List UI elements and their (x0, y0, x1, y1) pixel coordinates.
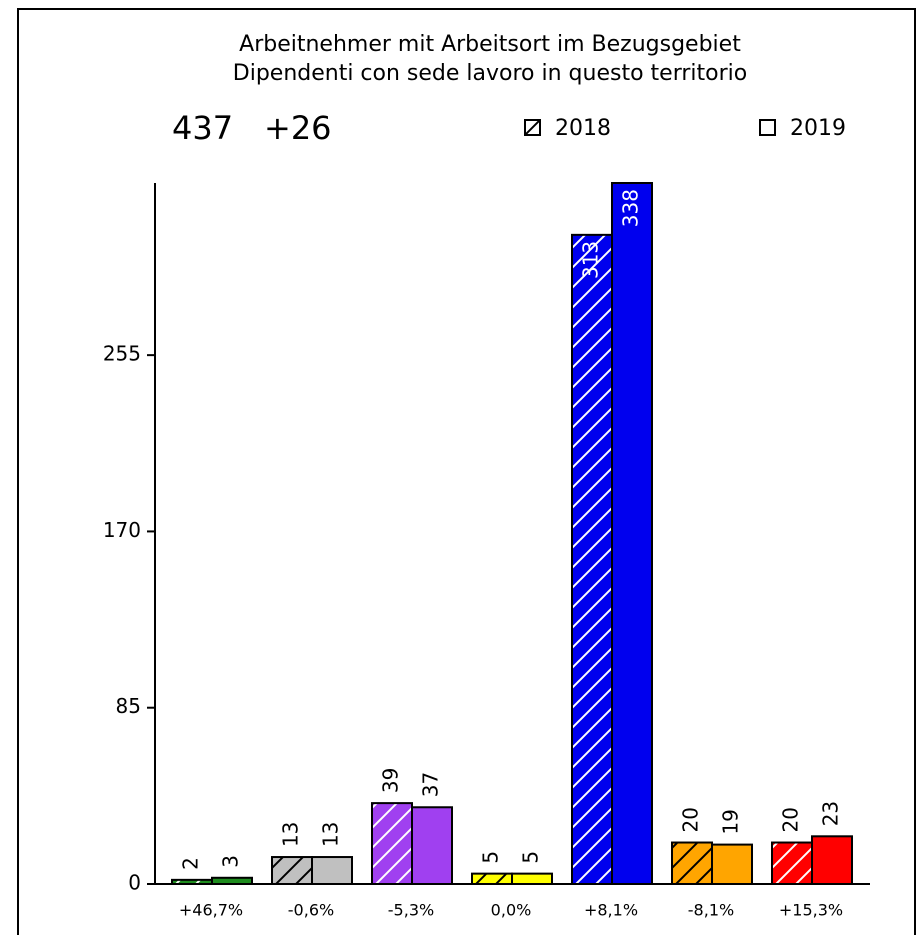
value-label: 37 (419, 772, 443, 797)
x-tick-label: 0,0% (491, 901, 532, 920)
legend-label: 2019 (790, 116, 846, 141)
bar (211, 876, 253, 885)
chart-subtitle: Dipendenti con sede lavoro in questo ter… (233, 61, 747, 86)
y-tick-label: 0 (128, 871, 141, 895)
x-tick-label: +8,1% (584, 901, 638, 920)
y-tick-label: 255 (103, 342, 141, 366)
change: +26 (264, 109, 332, 147)
x-tick-label: +46,7% (179, 901, 243, 920)
bar (771, 841, 813, 885)
value-label: 23 (819, 801, 843, 826)
bar (471, 872, 513, 886)
x-tick-label: -0,6% (288, 901, 334, 920)
y-tick-label: 85 (116, 694, 141, 718)
value-label: 5 (519, 851, 543, 864)
legend-swatch (524, 119, 541, 136)
y-tick-label: 170 (103, 518, 141, 542)
value-label: 338 (619, 189, 643, 227)
value-label: 5 (479, 851, 503, 864)
bar (371, 802, 413, 885)
bar (271, 856, 313, 885)
x-tick-label: +15,3% (779, 901, 843, 920)
bar (171, 878, 213, 885)
legend-swatch (759, 119, 776, 136)
value-label: 13 (319, 822, 343, 847)
bar (671, 841, 713, 885)
bar (711, 843, 753, 885)
value-label: 2 (179, 857, 203, 870)
bar (511, 872, 553, 886)
total: 437 (172, 109, 233, 147)
frame (17, 8, 916, 935)
bar (571, 233, 613, 885)
bar (811, 835, 853, 886)
bar (611, 182, 653, 885)
value-label: 3 (219, 855, 243, 868)
bar (311, 856, 353, 885)
legend-label: 2018 (555, 116, 611, 141)
chart-title: Arbeitnehmer mit Arbeitsort im Bezugsgeb… (239, 32, 741, 57)
bar (411, 806, 453, 885)
value-label: 313 (579, 241, 603, 279)
value-label: 13 (279, 822, 303, 847)
value-label: 20 (779, 807, 803, 832)
value-label: 39 (379, 768, 403, 793)
value-label: 19 (719, 809, 743, 834)
value-label: 20 (679, 807, 703, 832)
x-tick-label: -5,3% (388, 901, 434, 920)
x-tick-label: -8,1% (688, 901, 734, 920)
